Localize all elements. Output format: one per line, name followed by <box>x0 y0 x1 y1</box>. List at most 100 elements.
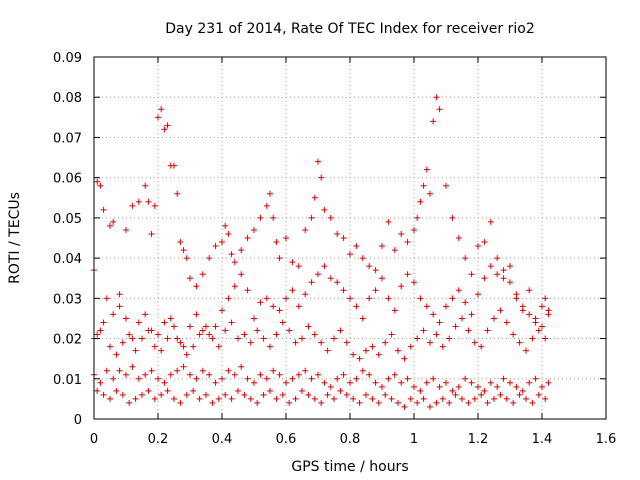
data-point <box>305 323 312 330</box>
data-point <box>318 339 325 346</box>
data-point <box>350 395 357 402</box>
data-point <box>407 343 414 350</box>
data-point <box>449 387 456 394</box>
x-tick-label: 1.2 <box>468 432 489 447</box>
data-point <box>225 295 232 302</box>
data-point <box>462 299 469 306</box>
y-tick-label: 0.07 <box>53 131 82 146</box>
data-point <box>478 391 485 398</box>
data-point <box>110 218 117 225</box>
data-point <box>356 399 363 406</box>
data-point <box>491 395 497 402</box>
data-point <box>359 315 366 322</box>
data-point <box>142 371 149 378</box>
data-point <box>487 379 494 386</box>
data-point <box>129 202 136 209</box>
data-point <box>475 383 481 390</box>
data-point <box>139 391 145 398</box>
data-point <box>385 218 392 225</box>
data-point <box>247 339 254 346</box>
data-point <box>535 391 542 398</box>
data-point <box>430 311 437 318</box>
data-point <box>295 303 302 310</box>
data-point <box>139 335 145 342</box>
data-point <box>404 375 411 382</box>
data-point <box>311 331 318 338</box>
data-point <box>468 379 475 386</box>
data-point <box>439 343 446 350</box>
data-point <box>347 379 353 386</box>
data-point <box>487 218 494 225</box>
data-point <box>113 387 120 394</box>
data-point <box>212 323 219 330</box>
data-point <box>516 391 523 398</box>
data-point <box>420 327 427 334</box>
data-point <box>267 387 273 394</box>
data-point <box>433 399 440 406</box>
data-point <box>497 391 504 398</box>
data-point <box>411 279 417 286</box>
data-point <box>283 235 289 241</box>
data-point <box>158 106 165 113</box>
data-point <box>206 331 213 338</box>
data-point <box>215 343 222 350</box>
data-point <box>449 214 456 221</box>
data-point <box>302 226 309 233</box>
data-point <box>513 291 520 298</box>
data-point <box>347 295 353 302</box>
data-point <box>123 226 129 233</box>
data-point <box>299 387 305 394</box>
data-point <box>427 403 433 410</box>
data-point <box>193 283 200 290</box>
data-point <box>407 395 414 402</box>
data-point <box>443 303 449 310</box>
data-point <box>340 371 347 378</box>
data-point <box>263 202 270 209</box>
x-tick-labels: 0 0.2 0.4 0.6 0.8 1 1.2 1.4 1.6 <box>90 432 616 447</box>
data-point <box>228 395 235 402</box>
data-point <box>359 255 366 262</box>
data-point <box>247 395 254 402</box>
data-point <box>382 339 389 346</box>
y-tick-label: 0.06 <box>53 172 82 187</box>
data-point <box>503 395 510 402</box>
data-point <box>363 347 369 354</box>
data-point <box>391 307 398 314</box>
data-point <box>289 259 296 266</box>
data-point <box>500 267 507 274</box>
data-point <box>107 343 113 350</box>
data-point <box>420 182 427 189</box>
y-tick-label: 0 <box>74 413 82 428</box>
data-point <box>455 287 462 294</box>
data-point <box>343 339 350 346</box>
data-point <box>379 275 385 282</box>
data-point <box>481 275 488 282</box>
data-point <box>295 371 302 378</box>
data-point <box>135 375 142 382</box>
data-point <box>308 279 315 286</box>
data-point <box>372 287 379 294</box>
data-point <box>449 295 456 302</box>
data-point <box>97 379 104 386</box>
data-point <box>155 331 161 338</box>
data-point <box>507 263 513 270</box>
data-point <box>145 198 152 205</box>
data-point <box>475 243 481 250</box>
data-point <box>199 271 206 278</box>
data-point <box>417 295 424 302</box>
data-point <box>270 367 277 374</box>
data-point <box>94 178 101 185</box>
data-point <box>132 347 139 354</box>
data-point <box>420 395 427 402</box>
data-point <box>459 315 465 322</box>
data-point <box>446 335 453 342</box>
data-point <box>443 379 449 386</box>
x-tick-label: 1.4 <box>532 432 553 447</box>
data-point <box>315 271 321 278</box>
data-point <box>203 323 209 330</box>
data-point <box>219 375 225 382</box>
data-point <box>231 371 238 378</box>
data-point <box>97 327 104 334</box>
data-point <box>395 347 401 354</box>
data-point <box>177 399 184 406</box>
